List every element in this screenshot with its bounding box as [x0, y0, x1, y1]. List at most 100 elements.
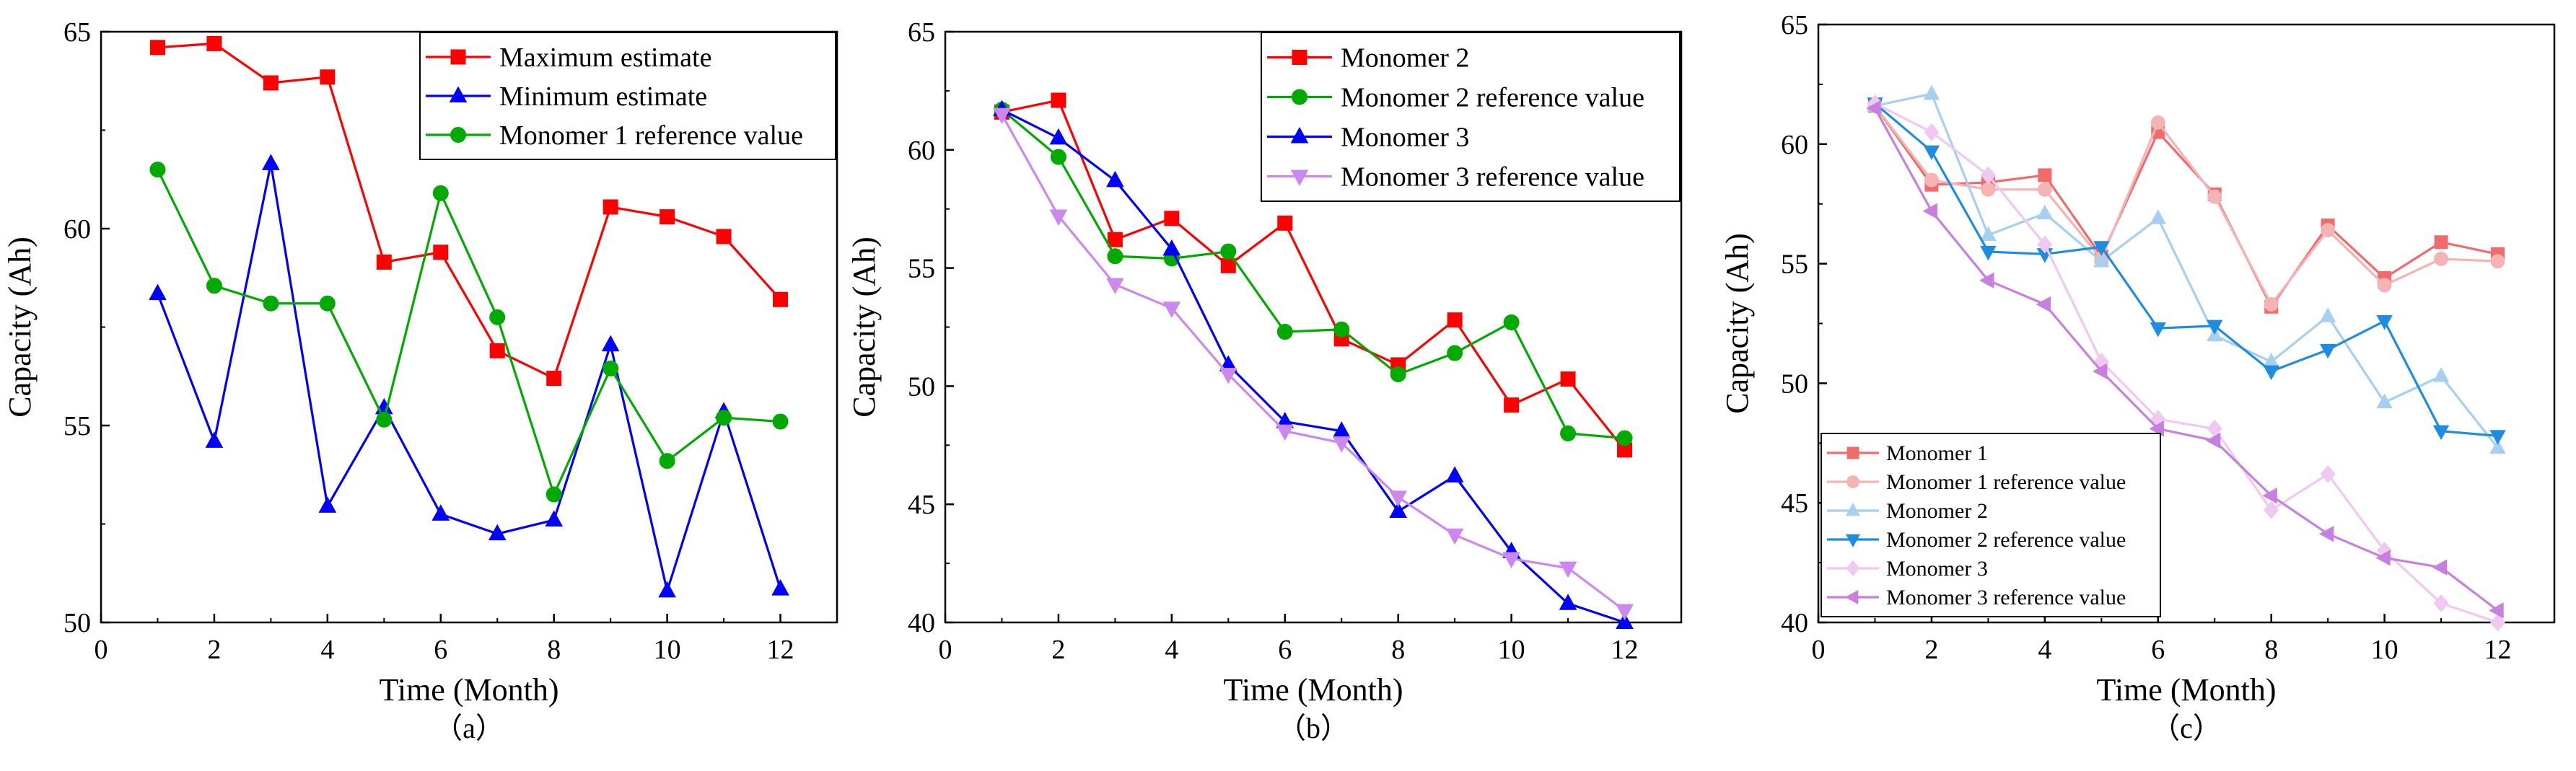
legend-label: Minimum estimate: [499, 81, 707, 112]
data-point: [603, 199, 618, 215]
series-line-4: [1874, 102, 2498, 437]
data-point: [2376, 315, 2393, 330]
x-tick-label: 10: [2371, 635, 2398, 665]
data-point: [263, 75, 279, 91]
x-tick-label: 4: [1165, 635, 1178, 665]
data-point: [2205, 432, 2221, 449]
data-point: [1049, 128, 1068, 145]
data-point: [1277, 215, 1293, 231]
data-point: [1220, 243, 1237, 260]
series-line-1: [1874, 105, 2498, 308]
data-point: [1979, 272, 1994, 289]
y-tick-label: 45: [908, 490, 935, 520]
y-tick-label: 55: [63, 411, 91, 441]
y-tick-label: 50: [63, 608, 91, 638]
legend-marker: [1846, 475, 1859, 488]
data-point: [773, 291, 789, 307]
legend: Monomer 1 Monomer 1 reference value Monome…: [1821, 433, 2161, 617]
data-point: [1332, 436, 1351, 453]
legend-marker: [1846, 446, 1859, 459]
data-point: [2150, 115, 2165, 130]
x-tick-label: 4: [320, 635, 334, 665]
data-point: [1390, 366, 1406, 383]
data-point: [1922, 203, 1938, 219]
data-point: [1050, 149, 1066, 165]
data-point: [2432, 559, 2448, 576]
data-point: [1051, 92, 1066, 108]
data-point: [2036, 204, 2054, 220]
data-point: [2093, 363, 2108, 380]
data-point: [149, 162, 166, 178]
legend-marker: [449, 86, 468, 102]
data-point: [1447, 312, 1463, 328]
data-point: [2321, 223, 2336, 238]
data-point: [771, 579, 789, 596]
x-tick-label: 10: [654, 635, 681, 665]
data-point: [1162, 301, 1181, 318]
data-point: [1445, 466, 1464, 483]
y-tick-label: 55: [1781, 250, 1808, 280]
data-point: [1107, 248, 1123, 265]
legend-marker: [1846, 560, 1860, 577]
data-point: [772, 413, 789, 430]
data-point: [1866, 100, 1881, 117]
y-tick-label: 40: [908, 608, 935, 638]
data-point: [2319, 307, 2336, 322]
data-point: [1559, 594, 1577, 610]
data-point: [1502, 552, 1520, 569]
data-point: [2434, 235, 2448, 250]
data-point: [716, 410, 732, 426]
legend: Monomer 2 Monomer 2 reference value Monome…: [1261, 32, 1681, 202]
x-tick-label: 0: [95, 635, 108, 665]
series-line-2: [156, 162, 782, 592]
data-point: [2037, 182, 2052, 197]
x-tick-label: 6: [434, 635, 447, 665]
legend-marker: [1290, 169, 1309, 187]
legend-label: Monomer 1: [1886, 441, 1988, 465]
data-point: [262, 154, 280, 170]
data-point: [546, 486, 562, 503]
data-point: [488, 524, 507, 541]
data-point: [659, 453, 675, 470]
x-tick-label: 4: [2038, 635, 2051, 665]
legend-label: Maximum estimate: [499, 43, 711, 73]
data-point: [658, 581, 676, 598]
data-point: [546, 370, 562, 386]
y-tick-label: 40: [1781, 608, 1808, 638]
data-point: [1616, 604, 1634, 621]
data-point: [1162, 239, 1181, 256]
data-point: [1924, 123, 1940, 141]
legend-marker: [1845, 534, 1861, 548]
data-point: [2150, 322, 2166, 338]
x-tick-label: 0: [939, 635, 952, 665]
data-point: [1219, 368, 1237, 384]
data-point: [545, 510, 564, 527]
data-point: [320, 69, 336, 85]
data-point: [1616, 430, 1633, 446]
series-line-3: [1875, 92, 2499, 449]
data-point: [716, 229, 732, 244]
y-tick-label: 45: [1781, 488, 1808, 519]
data-point: [432, 185, 449, 201]
data-point: [1276, 424, 1294, 441]
series-line-1: [1002, 99, 1626, 451]
data-point: [2376, 393, 2393, 409]
legend-marker: [1844, 589, 1859, 605]
data-point: [1504, 397, 1520, 413]
series-line-6: [1874, 107, 2499, 612]
data-point: [205, 431, 224, 448]
data-point: [149, 40, 165, 56]
chart-panel-3: 0 2 4 6 8 10 12 40 45 50 55 60 65 Time (Month) Capacit…: [1719, 10, 2556, 744]
legend-box: [1261, 32, 1681, 202]
data-point: [1106, 170, 1124, 188]
x-tick-label: 8: [1391, 635, 1405, 665]
legend-label: Monomer 2: [1341, 43, 1469, 74]
data-point: [1923, 145, 1940, 161]
x-tick-label: 6: [2151, 635, 2165, 665]
y-axis-label: Capacity (Ah): [846, 237, 882, 417]
legend-label: Monomer 1 reference value: [1886, 470, 2126, 494]
data-point: [2320, 464, 2336, 483]
data-point: [319, 295, 336, 312]
series-line-4: [1001, 113, 1626, 612]
